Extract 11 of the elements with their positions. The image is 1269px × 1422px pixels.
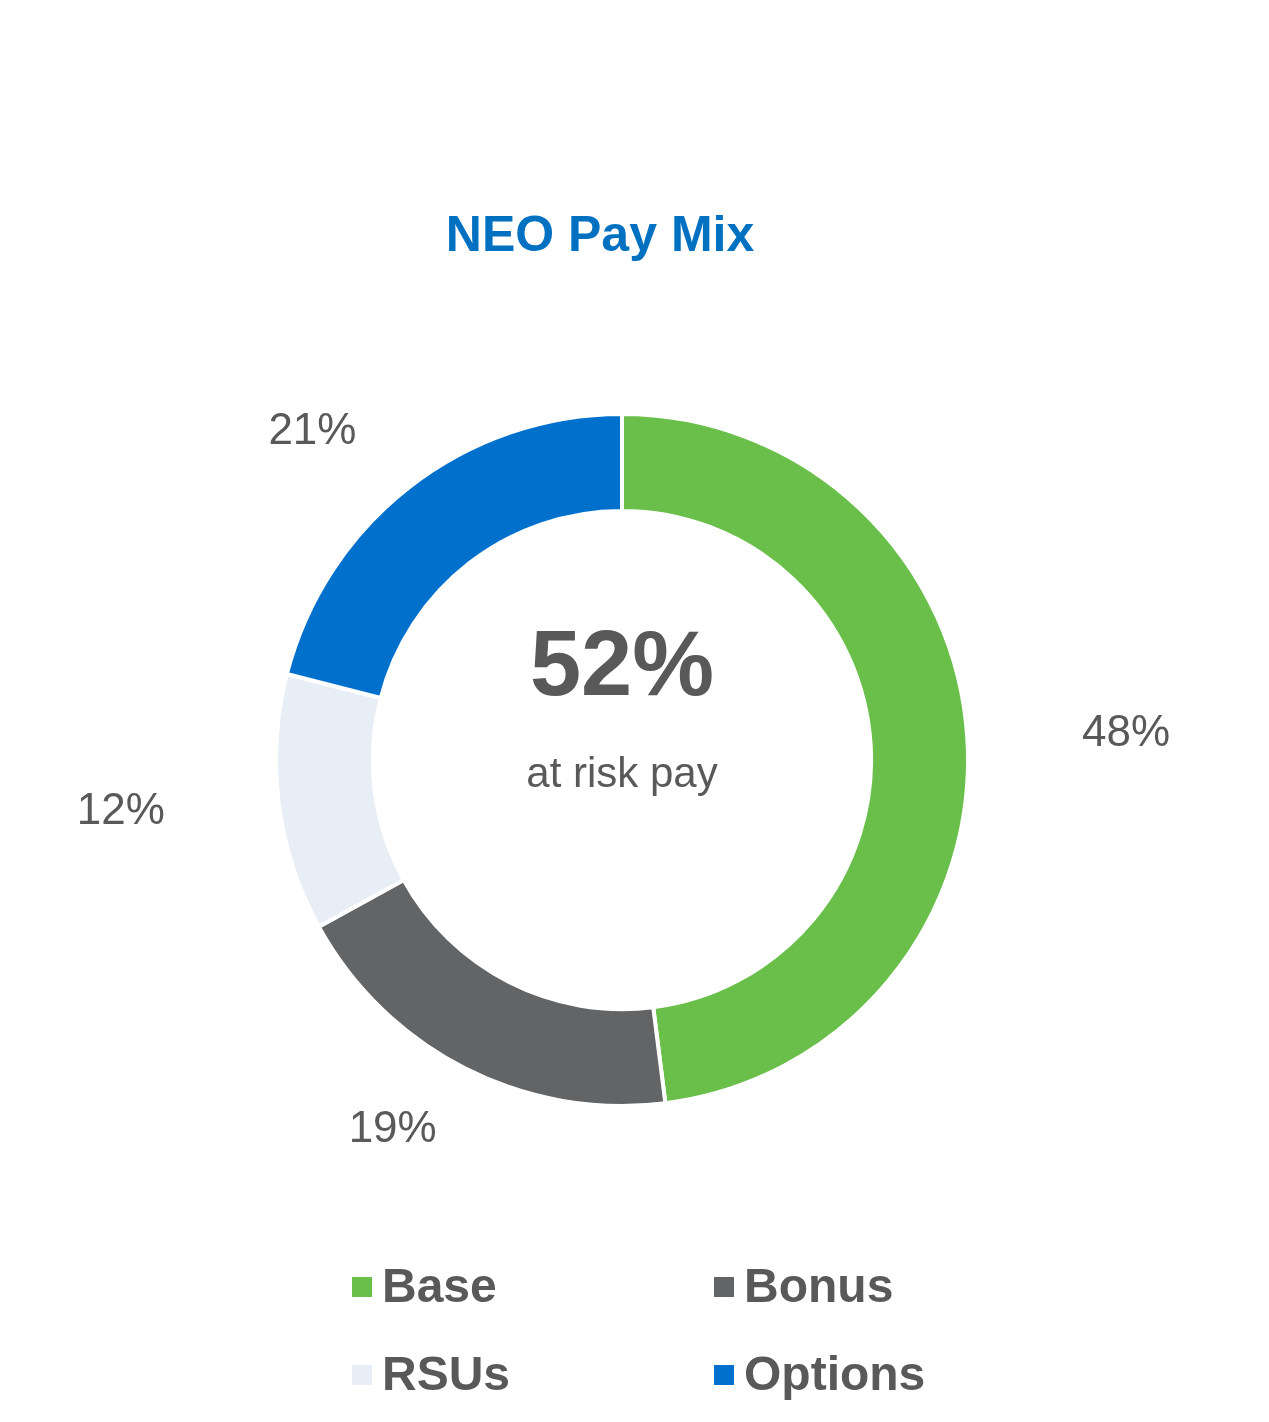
legend-label: Base <box>382 1259 497 1313</box>
data-label: 19% <box>348 1101 437 1151</box>
legend-label: Bonus <box>744 1259 894 1313</box>
text: at risk pay <box>526 748 718 796</box>
legend-label: Options <box>744 1347 926 1401</box>
chart-title: NEO Pay Mix <box>445 205 755 262</box>
data-label: 12% <box>76 784 165 834</box>
legend-label: RSUs <box>382 1347 511 1401</box>
data-label: 48% <box>1082 706 1171 756</box>
text: 52% <box>529 612 715 715</box>
data-label: 21% <box>268 404 357 454</box>
